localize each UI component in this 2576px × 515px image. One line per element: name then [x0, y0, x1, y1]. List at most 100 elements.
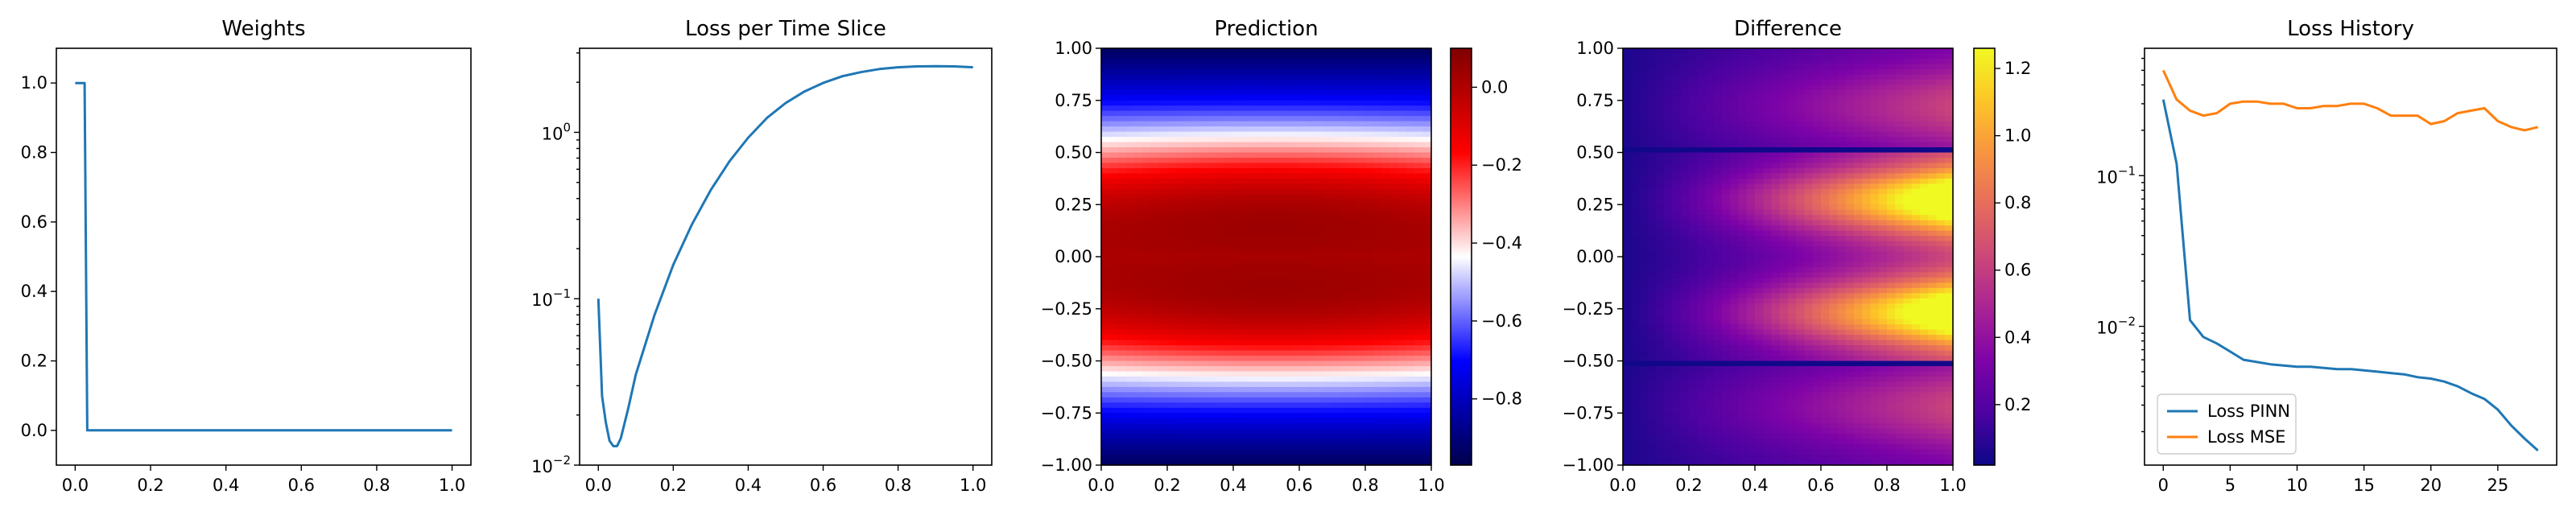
heatmap-cell: [1406, 335, 1416, 341]
heatmap-cell: [1208, 236, 1218, 242]
heatmap-cell: [1414, 418, 1424, 424]
heatmap-cell: [1664, 157, 1674, 164]
heatmap-cell: [1422, 167, 1432, 174]
heatmap-cell: [1373, 157, 1383, 164]
heatmap-cell: [1365, 376, 1374, 382]
heatmap-cell: [1722, 340, 1731, 346]
heatmap-cell: [1274, 449, 1284, 455]
heatmap-cell: [1631, 266, 1641, 274]
heatmap-cell: [1340, 178, 1350, 184]
heatmap-cell: [1241, 142, 1251, 148]
heatmap-cell: [1689, 371, 1698, 377]
heatmap-cell: [1697, 434, 1707, 440]
heatmap-cell: [1779, 418, 1789, 424]
heatmap-cell: [1348, 163, 1358, 169]
heatmap-cell: [1738, 178, 1748, 184]
heatmap-cell: [1109, 89, 1119, 96]
heatmap-cell: [1175, 74, 1185, 80]
heatmap-cell: [1134, 199, 1143, 205]
heatmap-cell: [1299, 444, 1308, 451]
heatmap-cell: [1224, 434, 1234, 440]
heatmap-cell: [1705, 236, 1715, 242]
heatmap-cell: [1631, 241, 1641, 247]
heatmap-cell: [1274, 95, 1284, 101]
heatmap-cell: [1290, 340, 1300, 346]
heatmap-cell: [1134, 105, 1143, 112]
heatmap-cell: [1689, 215, 1698, 221]
heatmap-cell: [1697, 277, 1707, 283]
heatmap-cell: [1299, 89, 1308, 96]
heatmap-cell: [1348, 434, 1358, 440]
heatmap-cell: [1191, 319, 1201, 325]
heatmap-cell: [1109, 418, 1119, 424]
heatmap-cell: [1282, 157, 1292, 164]
heatmap-cell: [1414, 287, 1424, 294]
heatmap-cell: [1208, 173, 1218, 179]
heatmap-cell: [1647, 407, 1657, 414]
heatmap-cell: [1175, 314, 1185, 320]
heatmap-cell: [1208, 444, 1218, 451]
heatmap-cell: [1274, 188, 1284, 195]
heatmap-cell: [1101, 340, 1110, 346]
heatmap-cell: [1249, 142, 1259, 148]
heatmap-cell: [1150, 167, 1160, 174]
heatmap-cell: [1398, 110, 1407, 117]
heatmap-cell: [1730, 277, 1740, 283]
heatmap-cell: [1697, 303, 1707, 310]
heatmap-cell: [1241, 199, 1251, 205]
heatmap-cell: [1722, 167, 1731, 174]
heatmap-cell: [1109, 365, 1119, 373]
heatmap-cell: [1323, 215, 1333, 221]
heatmap-cell: [1788, 74, 1797, 80]
heatmap-cell: [1738, 48, 1748, 55]
heatmap-cell: [1763, 324, 1773, 331]
heatmap-cell: [1381, 95, 1391, 101]
heatmap-cell: [1348, 251, 1358, 258]
heatmap-cell: [1389, 100, 1399, 106]
heatmap-cell: [1689, 105, 1698, 112]
heatmap-cell: [1631, 251, 1641, 258]
heatmap-cell: [1705, 329, 1715, 336]
heatmap-cell: [1763, 350, 1773, 356]
heatmap-cell: [1323, 455, 1333, 461]
heatmap-cell: [1183, 365, 1193, 373]
heatmap-cell: [1381, 407, 1391, 414]
heatmap-cell: [1788, 418, 1797, 424]
heatmap-cell: [1406, 53, 1416, 60]
heatmap-cell: [1241, 74, 1251, 80]
heatmap-cell: [1109, 340, 1119, 346]
heatmap-cell: [1315, 68, 1325, 75]
heatmap-cell: [1713, 58, 1723, 65]
x-tick-label: 1.0: [960, 476, 986, 495]
heatmap-cell: [1307, 402, 1317, 409]
heatmap-cell: [1365, 434, 1374, 440]
heatmap-cell: [1746, 147, 1756, 154]
heatmap-cell: [1191, 110, 1201, 117]
heatmap-cell: [1257, 79, 1267, 85]
heatmap-cell: [1266, 215, 1275, 221]
heatmap-cell: [1241, 64, 1251, 70]
heatmap-cell: [1208, 89, 1218, 96]
heatmap-cell: [1307, 95, 1317, 101]
heatmap-cell: [1224, 209, 1234, 216]
heatmap-cell: [1299, 79, 1308, 85]
heatmap-cell: [1117, 314, 1127, 320]
heatmap-cell: [1323, 147, 1333, 154]
heatmap-cell: [1697, 79, 1707, 85]
heatmap-cell: [1639, 449, 1649, 455]
heatmap-cell: [1233, 131, 1242, 138]
heatmap-cell: [1241, 329, 1251, 336]
heatmap-cell: [1150, 89, 1160, 96]
x-tick-label: 0.6: [288, 476, 315, 495]
heatmap-cell: [1398, 402, 1407, 409]
heatmap-cell: [1373, 116, 1383, 122]
heatmap-cell: [1771, 152, 1781, 159]
heatmap-cell: [1167, 428, 1176, 435]
heatmap-cell: [1274, 356, 1284, 362]
heatmap-cell: [1200, 314, 1209, 320]
heatmap-cell: [1398, 350, 1407, 356]
heatmap-cell: [1266, 298, 1275, 304]
heatmap-cell: [1697, 423, 1707, 430]
heatmap-cell: [1200, 220, 1209, 226]
heatmap-cell: [1356, 459, 1366, 466]
